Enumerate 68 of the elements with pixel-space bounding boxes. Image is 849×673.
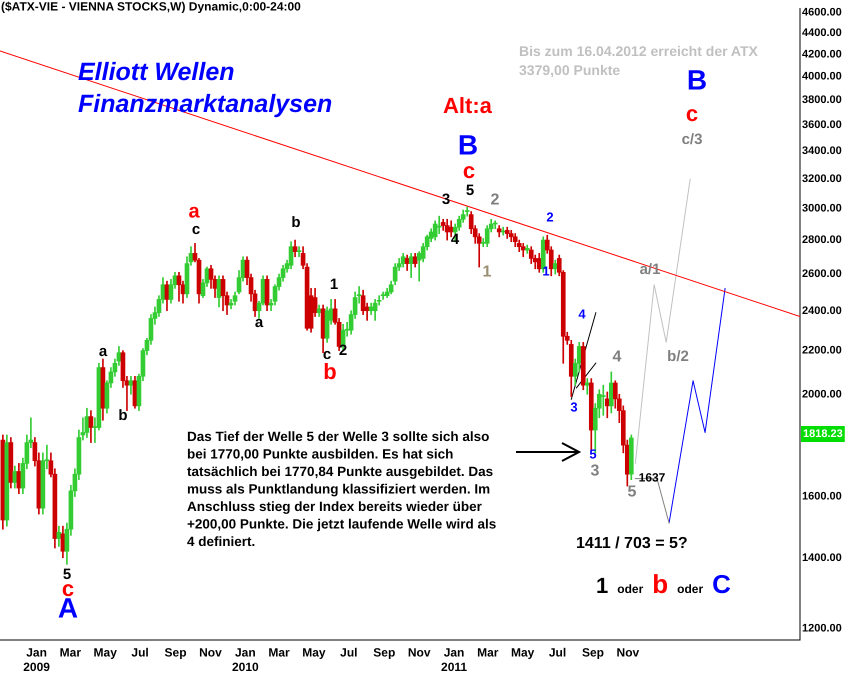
annotation: 1 (482, 263, 492, 280)
text: 1818.23 (803, 428, 843, 440)
y-tick-label: 2000.00 (802, 388, 842, 400)
annotation: c (462, 158, 476, 184)
annotation: 1411 / 703 = 5? (576, 535, 688, 552)
annotation: b (291, 214, 301, 232)
x-tick-label: Jan 2011 (441, 646, 468, 673)
x-tick-label: Nov (408, 646, 431, 660)
x-tick-label: Jul (340, 646, 358, 660)
y-tick-label: 4000.00 (802, 70, 842, 83)
annotation: 4 (578, 306, 586, 322)
annotation: 5 (589, 446, 597, 462)
y-tick-label: 3000.00 (802, 202, 842, 214)
annotation: 3 (570, 400, 578, 415)
x-tick-label: Jul (131, 646, 149, 660)
x-tick-label: Sep (164, 646, 187, 660)
x-tick-label: May (94, 646, 118, 660)
annotation: 1637 (638, 470, 666, 484)
x-tick-label: Mar (268, 646, 290, 660)
y-tick-label: 1600.00 (802, 490, 842, 503)
annotation: c (192, 221, 200, 238)
y-tick-label: 1200.00 (802, 622, 842, 634)
annotation: 1 (330, 276, 338, 294)
y-tick-label: 3800.00 (802, 94, 842, 106)
annotation: a (98, 343, 108, 360)
annotation: B (458, 130, 478, 161)
x-tick-label: Sep (582, 646, 604, 660)
y-tick-label: 2600.00 (802, 268, 842, 280)
annotation: a (188, 200, 200, 223)
annotation: c (686, 101, 698, 126)
annotation: a (254, 314, 264, 332)
y-tick-label: 4400.00 (802, 26, 842, 39)
x-tick-label: Mar (477, 646, 499, 660)
y-tick-label: 2200.00 (802, 344, 842, 357)
annotation: Elliott Wellen (78, 58, 234, 86)
annotation: 4 (612, 348, 622, 366)
y-tick-label: 2800.00 (802, 234, 842, 246)
annotation: 1 (542, 264, 550, 279)
x-tick-label: Jan 2009 (23, 646, 50, 673)
annotation: c/3 (682, 131, 702, 148)
x-tick-label: May (510, 646, 535, 660)
annotation: 1 oder b oder C (596, 569, 732, 599)
x-tick-label: May (302, 646, 326, 660)
y-tick-label: 3400.00 (802, 145, 842, 158)
x-tick-label: Mar (60, 646, 82, 660)
annotation: 2 (338, 342, 348, 360)
annotation: 2 (490, 191, 500, 208)
x-tick-label: Nov (199, 646, 222, 660)
annotation: 3 (590, 462, 600, 480)
annotation: b/2 (667, 348, 689, 366)
x-tick-label: Jul (548, 646, 566, 660)
y-tick-label: 4200.00 (802, 48, 842, 60)
annotation: Alt:a (443, 93, 493, 118)
y-tick-label: 1400.00 (802, 552, 842, 564)
y-tick-label: 2400.00 (802, 304, 842, 317)
y-tick-label: 3600.00 (802, 118, 842, 131)
annotation: 4 (450, 231, 460, 248)
x-tick-label: Jan 2010 (232, 646, 259, 673)
annotation: b (118, 407, 128, 424)
chart-title: ($ATX-VIE - VIENNA STOCKS,W) Dynamic,0:00-24:00 (1, 0, 302, 14)
annotation: 2 (546, 210, 554, 225)
annotation: 5 (628, 483, 637, 500)
annotation: Das Tief der Welle 5 der Welle 3 sollte sich also bei 1770,00 Punkte ausbilden. Es hat sich tatsächlich bei 1770,84 Punkte ausgebildet. Das muss als Punktlandung klassifiziert werden. Im Anschluss stieg der Index bereits wieder über +200,00 Punkte. Die jetzt laufende Welle wird als 4 definiert. (187, 429, 496, 549)
y-tick-label: 3200.00 (802, 172, 842, 185)
x-tick-label: Sep (373, 646, 396, 660)
annotation: 5 (466, 182, 474, 200)
x-tick-label: Nov (616, 646, 640, 660)
y-tick-label: 4600.00 (802, 6, 842, 19)
